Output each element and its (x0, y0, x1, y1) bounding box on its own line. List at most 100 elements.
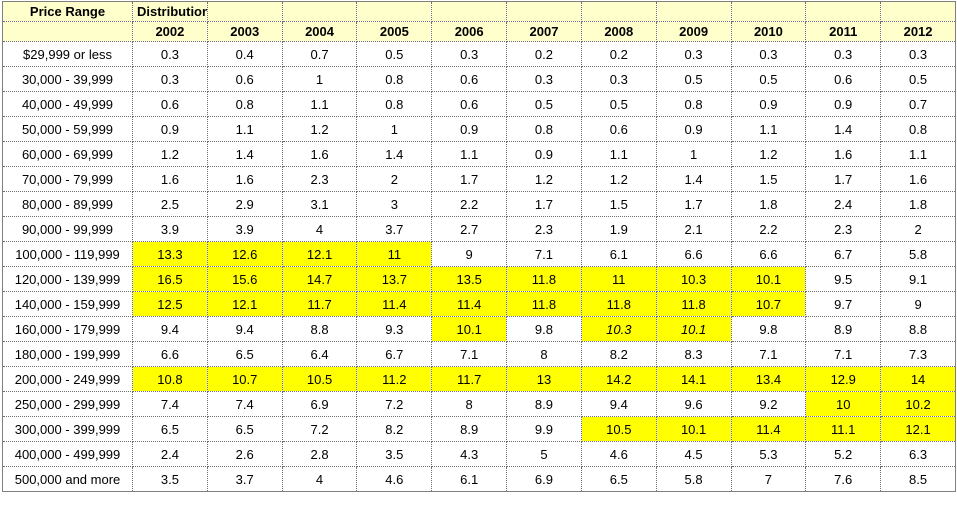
cell-2005: 11.4 (356, 291, 433, 317)
cell-2011: 10 (805, 391, 882, 417)
header-spacer (805, 1, 882, 22)
cell-2006: 10.1 (431, 316, 508, 342)
cell-2008: 1.2 (580, 166, 657, 192)
table-row: 200,000 - 249,999 10.8 10.7 10.5 11.2 11.7 13 1… (2, 366, 956, 392)
year-header-2012: 2012 (880, 21, 956, 42)
cell-2003: 9.4 (206, 316, 283, 342)
cell-2011: 1.7 (805, 166, 882, 192)
row-label: 160,000 - 179,999 (2, 316, 133, 342)
cell-2008: 8.2 (580, 341, 657, 367)
cell-2008: 4.6 (580, 441, 657, 467)
price-range-header: Price Range (2, 1, 133, 22)
cell-2011: 6.7 (805, 241, 882, 267)
cell-2012: 0.8 (880, 116, 956, 142)
cell-2006: 8.9 (431, 416, 508, 442)
cell-2004: 6.4 (281, 341, 358, 367)
cell-2006: 0.6 (431, 66, 508, 92)
cell-2005: 1 (356, 116, 433, 142)
row-label: 250,000 - 299,999 (2, 391, 133, 417)
cell-2003: 15.6 (206, 266, 283, 292)
cell-2008: 0.5 (580, 91, 657, 117)
year-header-2010: 2010 (730, 21, 807, 42)
cell-2009: 1 (655, 141, 732, 167)
header-spacer (580, 1, 657, 22)
cell-2002: 6.5 (132, 416, 208, 442)
cell-2009: 1.7 (655, 191, 732, 217)
cell-2012: 0.5 (880, 66, 956, 92)
cell-2012: 0.3 (880, 41, 956, 67)
cell-2003: 12.1 (206, 291, 283, 317)
cell-2011: 7.1 (805, 341, 882, 367)
table-row: 300,000 - 399,999 6.5 6.5 7.2 8.2 8.9 9.9 10.5 1… (2, 416, 956, 442)
table-row: 100,000 - 119,999 13.3 12.6 12.1 11 9 7.1 6.1 6.… (2, 241, 956, 267)
cell-2011: 0.3 (805, 41, 882, 67)
cell-2005: 3.7 (356, 216, 433, 242)
cell-2002: 0.3 (132, 66, 208, 92)
cell-2007: 6.9 (506, 466, 582, 492)
row-label: 140,000 - 159,999 (2, 291, 133, 317)
cell-2005: 3 (356, 191, 433, 217)
table-row: 120,000 - 139,999 16.5 15.6 14.7 13.7 13.5 11.… (2, 266, 956, 292)
cell-2007: 9.9 (506, 416, 582, 442)
cell-2003: 0.6 (206, 66, 283, 92)
cell-2011: 12.9 (805, 366, 882, 392)
cell-2008: 10.3 (580, 316, 657, 342)
cell-2003: 3.9 (206, 216, 283, 242)
cell-2002: 0.6 (132, 91, 208, 117)
cell-2004: 6.9 (281, 391, 358, 417)
cell-2008: 0.3 (580, 66, 657, 92)
table-row: $29,999 or less 0.3 0.4 0.7 0.5 0.3 0.2 0.2 0.3 0… (2, 41, 956, 67)
cell-2004: 2.3 (281, 166, 358, 192)
cell-2009: 1.4 (655, 166, 732, 192)
cell-2006: 13.5 (431, 266, 508, 292)
cell-2008: 10.5 (580, 416, 657, 442)
cell-2007: 8.9 (506, 391, 582, 417)
year-header-2011: 2011 (805, 21, 882, 42)
row-label: 90,000 - 99,999 (2, 216, 133, 242)
cell-2009: 14.1 (655, 366, 732, 392)
cell-2012: 5.8 (880, 241, 956, 267)
cell-2003: 6.5 (206, 416, 283, 442)
header-spacer (655, 1, 732, 22)
cell-2012: 9 (880, 291, 956, 317)
cell-2002: 6.6 (132, 341, 208, 367)
year-header-2002: 2002 (132, 21, 208, 42)
cell-2010: 5.3 (730, 441, 807, 467)
header-spacer (880, 1, 956, 22)
cell-2004: 7.2 (281, 416, 358, 442)
header-spacer (730, 1, 807, 22)
cell-2002: 0.9 (132, 116, 208, 142)
header-spacer (281, 1, 358, 22)
cell-2006: 0.3 (431, 41, 508, 67)
cell-2008: 11.8 (580, 291, 657, 317)
cell-2007: 0.9 (506, 141, 582, 167)
row-label: 100,000 - 119,999 (2, 241, 133, 267)
cell-2006: 4.3 (431, 441, 508, 467)
cell-2011: 1.4 (805, 116, 882, 142)
cell-2002: 0.3 (132, 41, 208, 67)
cell-2012: 0.7 (880, 91, 956, 117)
table-row: 40,000 - 49,999 0.6 0.8 1.1 0.8 0.6 0.5 0.5 0.8 0… (2, 91, 956, 117)
cell-2003: 12.6 (206, 241, 283, 267)
cell-2008: 6.1 (580, 241, 657, 267)
cell-2009: 6.6 (655, 241, 732, 267)
cell-2006: 6.1 (431, 466, 508, 492)
table-row: 90,000 - 99,999 3.9 3.9 4 3.7 2.7 2.3 1.9 2.1 2.2… (2, 216, 956, 242)
cell-2007: 11.8 (506, 291, 582, 317)
cell-2002: 16.5 (132, 266, 208, 292)
row-label: 200,000 - 249,999 (2, 366, 133, 392)
cell-2011: 8.9 (805, 316, 882, 342)
cell-2002: 10.8 (132, 366, 208, 392)
cell-2005: 4.6 (356, 466, 433, 492)
table-row: 50,000 - 59,999 0.9 1.1 1.2 1 0.9 0.8 0.6 0.9 1.1… (2, 116, 956, 142)
table-row: 140,000 - 159,999 12.5 12.1 11.7 11.4 11.4 11.… (2, 291, 956, 317)
cell-2003: 1.6 (206, 166, 283, 192)
cell-2007: 13 (506, 366, 582, 392)
cell-2009: 8.3 (655, 341, 732, 367)
cell-2004: 3.1 (281, 191, 358, 217)
cell-2005: 6.7 (356, 341, 433, 367)
year-header-2008: 2008 (580, 21, 657, 42)
row-label: 300,000 - 399,999 (2, 416, 133, 442)
cell-2007: 1.7 (506, 191, 582, 217)
